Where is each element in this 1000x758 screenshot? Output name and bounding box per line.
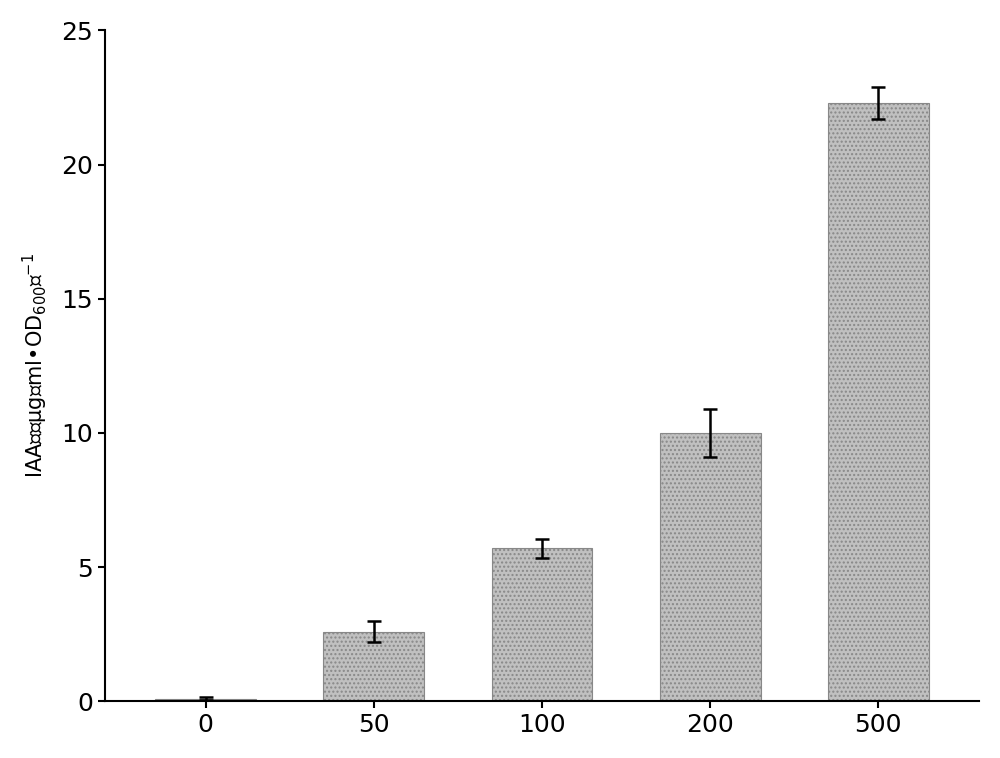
Bar — [660, 433, 761, 701]
Bar — [323, 631, 424, 701]
Bar — [828, 103, 929, 701]
Bar — [155, 699, 256, 701]
Bar — [492, 548, 592, 701]
Y-axis label: IAA浓度μg（ml•OD$_{600}$）$^{-1}$: IAA浓度μg（ml•OD$_{600}$）$^{-1}$ — [21, 253, 50, 478]
